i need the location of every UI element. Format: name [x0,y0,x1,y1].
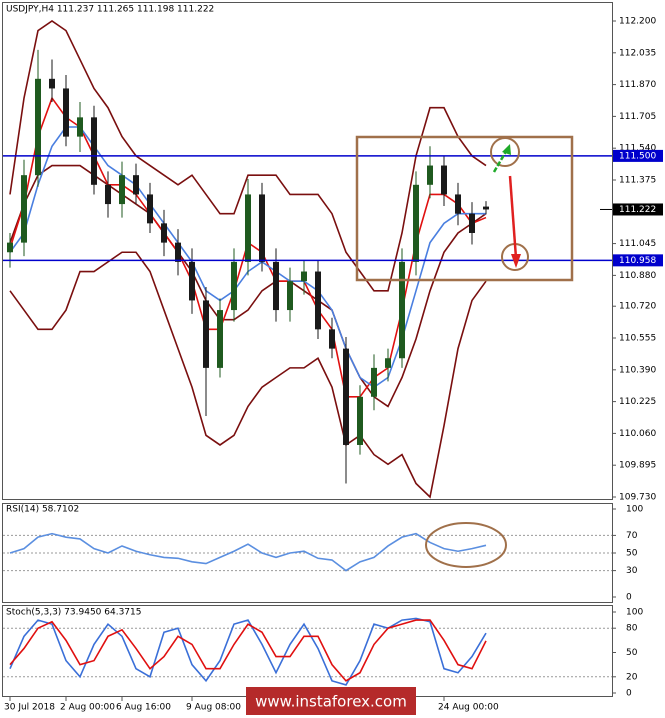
candle-body [399,261,405,359]
x-tick-label: 24 Aug 00:00 [438,703,499,713]
y-tick-label: 110.555 [619,334,656,344]
candle-body [147,194,153,224]
y-tick-label: 110.225 [619,397,656,407]
panel-title: Stoch(5,3,3) 73.9450 64.3715 [6,608,141,618]
candle-body [273,261,279,311]
rsi-annotation [425,522,507,568]
watermark-box [246,687,416,715]
last-price-tag [613,203,663,216]
up-arrow-head [502,144,511,155]
indicator-line [9,617,487,686]
y-tick-label: 80 [626,624,638,634]
plot-layer: 112.200 112.035 111.870 111.705 111.540 111.3… [3,5,663,713]
y-tick-label: 111.375 [619,175,656,185]
level-label: 110.958 [619,256,656,266]
y-tick-label: 70 [626,531,638,541]
price-panel [2,2,613,500]
indicator-line [9,164,487,408]
annotation-box [355,135,574,282]
y-tick-label: 112.200 [619,17,656,27]
candle-body [329,329,335,349]
stoch-panel [2,605,613,697]
last-price-label: 111.222 [619,205,656,215]
candle-body [287,281,293,311]
candle-body [203,300,209,368]
candle-body [483,206,489,210]
candle-body [189,261,195,301]
x-tick-label: 9 Aug 08:00 [186,703,241,713]
indicator-line [9,251,487,499]
candle-body [315,271,321,330]
y-tick-label: 111.045 [619,239,656,249]
y-tick-label: 109.895 [619,461,656,471]
x-tick-label: 2 Aug 00:00 [60,703,115,713]
candle-body [231,261,237,311]
candle-body [441,165,447,195]
candle-body [49,78,55,89]
candle-body [245,194,251,262]
candle-body [357,396,363,445]
indicator-line [9,20,487,292]
annotation-circle [490,137,520,167]
candle-body [427,165,433,185]
y-tick-label: 0 [626,689,632,699]
candle-body [77,117,83,137]
y-tick-label: 112.035 [619,48,656,58]
level-tag [613,254,663,267]
candle-body [455,194,461,214]
y-tick-label: 100 [626,505,643,515]
indicator-line [9,619,487,682]
y-tick-label: 111.540 [619,144,656,154]
candle-body [161,223,167,243]
candle-body [7,242,13,253]
y-tick-label: 110.060 [619,429,656,439]
candle-body [175,242,181,262]
y-tick-label: 110.880 [619,271,656,281]
x-tick-label: 30 Jul 2018 [4,703,55,713]
panel-title: USDJPY,H4 111.237 111.265 111.198 111.22… [6,5,214,15]
candle-body [259,194,265,262]
down-arrow [508,175,518,259]
y-tick-label: 50 [626,549,638,559]
y-tick-label: 110.390 [619,365,656,375]
candle-body [35,78,41,176]
y-tick-label: 110.720 [619,302,656,312]
y-tick-label: 50 [626,648,638,658]
candle-body [63,88,69,137]
candle-body [469,213,475,233]
candle-body [385,358,391,368]
down-arrow-head [511,254,521,268]
y-tick-label: 0 [626,593,632,603]
level-label: 111.500 [619,151,656,161]
candle-body [413,184,419,262]
candle-body [217,310,223,368]
candle-body [21,175,27,243]
watermark: www.instaforex.com [255,693,407,711]
candle-body [371,367,377,397]
candle-body [91,117,97,185]
y-tick-label: 111.870 [619,80,656,90]
candle-body [133,175,139,195]
indicator-line [9,532,487,572]
y-tick-label: 109.730 [619,493,656,503]
level-tag [613,149,663,162]
y-tick-label: 111.705 [619,112,656,122]
candle-body [105,184,111,205]
y-tick-label: 20 [626,672,638,682]
candle-body [301,271,307,282]
panel-title: RSI(14) 58.7102 [6,505,79,515]
y-tick-label: 100 [626,608,643,618]
x-tick-label: 6 Aug 16:00 [116,703,171,713]
candle-body [343,348,349,445]
candle-body [119,175,125,205]
y-tick-label: 30 [626,566,638,576]
